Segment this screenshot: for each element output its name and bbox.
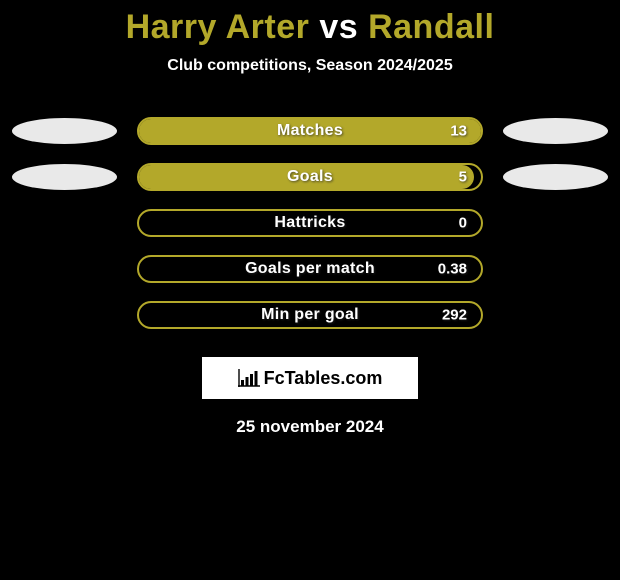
stat-label: Matches bbox=[139, 122, 481, 140]
stat-value: 292 bbox=[442, 307, 467, 324]
site-logo-text: FcTables.com bbox=[264, 368, 383, 389]
stat-row: Goals 5 bbox=[0, 163, 620, 191]
stat-value: 0 bbox=[459, 215, 467, 232]
stat-value: 5 bbox=[459, 169, 467, 186]
snapshot-date: 25 november 2024 bbox=[0, 417, 620, 437]
stat-bar: Matches 13 bbox=[137, 117, 483, 145]
stat-row: Min per goal 292 bbox=[0, 301, 620, 329]
stat-bar: Goals per match 0.38 bbox=[137, 255, 483, 283]
player2-marker-icon bbox=[503, 164, 608, 190]
stat-label: Hattricks bbox=[139, 214, 481, 232]
site-logo: FcTables.com bbox=[202, 357, 418, 399]
stat-label: Goals per match bbox=[139, 260, 481, 278]
player2-name: Randall bbox=[368, 8, 494, 46]
comparison-title: Harry Arter vs Randall bbox=[0, 0, 620, 47]
stat-bar: Hattricks 0 bbox=[137, 209, 483, 237]
stat-value: 0.38 bbox=[438, 261, 467, 278]
stat-bar: Min per goal 292 bbox=[137, 301, 483, 329]
player1-marker-icon bbox=[12, 118, 117, 144]
player1-marker-icon bbox=[12, 164, 117, 190]
stat-value: 13 bbox=[450, 123, 467, 140]
stat-row: Matches 13 bbox=[0, 117, 620, 145]
stat-label: Min per goal bbox=[139, 306, 481, 324]
stat-row: Hattricks 0 bbox=[0, 209, 620, 237]
bar-chart-icon bbox=[238, 369, 260, 387]
stats-rows: Matches 13 Goals 5 Hattricks 0 Goals per… bbox=[0, 117, 620, 329]
player2-marker-icon bbox=[503, 118, 608, 144]
player1-name: Harry Arter bbox=[126, 8, 310, 46]
stat-label: Goals bbox=[139, 168, 481, 186]
stat-row: Goals per match 0.38 bbox=[0, 255, 620, 283]
vs-separator: vs bbox=[319, 8, 358, 46]
stat-bar: Goals 5 bbox=[137, 163, 483, 191]
competition-subtitle: Club competitions, Season 2024/2025 bbox=[0, 57, 620, 75]
